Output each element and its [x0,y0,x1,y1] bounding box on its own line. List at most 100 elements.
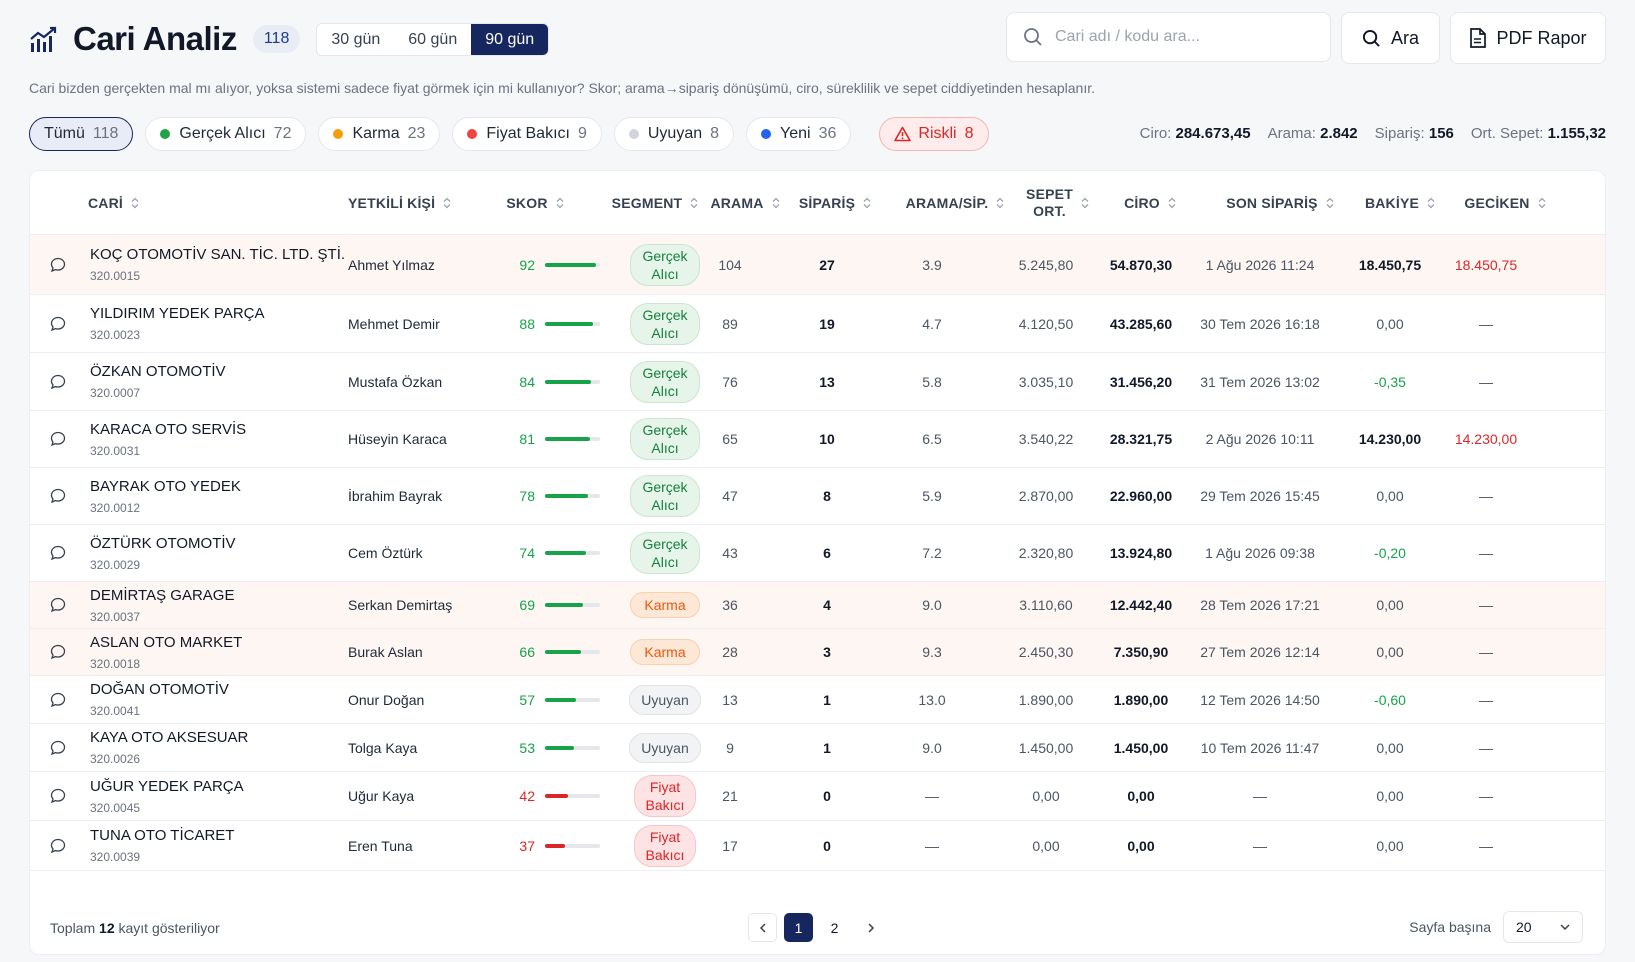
comment-icon[interactable] [50,488,66,504]
avg-basket: 1.450,00 [1018,739,1074,756]
table-row[interactable]: DEMİRTAŞ GARAGE 320.0037 Serkan Demirtaş 69… [30,582,1605,629]
contact-person: Onur Doğan [348,691,425,708]
sort-icon [690,197,698,209]
avg-basket: 3.110,60 [1019,597,1073,613]
prev-page-button[interactable] [748,913,777,942]
cari-cell[interactable]: KOÇ OTOMOTİV SAN. TİC. LTD. ŞTİ. 320.0015 [90,235,345,294]
col-siparis[interactable]: SİPARİŞ [780,171,890,235]
filter-count: 9 [577,125,587,142]
table-row[interactable]: ÖZKAN OTOMOTİV 320.0007 Mustafa Özkan 84 Ger… [30,353,1605,411]
score-value: 88 [519,315,535,332]
col-son-siparis[interactable]: SON SİPARİŞ [1200,171,1360,235]
cari-cell[interactable]: ÖZKAN OTOMOTİV 320.0007 [90,353,226,410]
comment-cell [50,411,70,467]
avg-basket: 2.320,80 [1018,545,1074,561]
comment-cell [50,676,70,723]
col-bakiye[interactable]: BAKİYE [1340,171,1460,235]
table-row[interactable]: KOÇ OTOMOTİV SAN. TİC. LTD. ŞTİ. 320.0015… [30,235,1605,295]
table-row[interactable]: KAYA OTO AKSESUAR 320.0026 Tolga Kaya 53 Uyu… [30,724,1605,772]
comment-icon[interactable] [50,644,66,660]
comment-icon[interactable] [50,257,66,273]
col-cari[interactable]: CARİ [88,171,208,235]
pagination: 1 2 [748,913,892,942]
segment-cell: Gerçek Alıcı [620,295,710,352]
table-row[interactable]: DOĞAN OTOMOTİV 320.0041 Onur Doğan 57 Uyuyan… [30,676,1605,724]
search-button-label: Ara [1390,27,1419,48]
col-segment[interactable]: SEGMENT [590,171,720,235]
order-count: 13 [819,373,835,390]
comment-icon[interactable] [50,597,66,613]
cari-cell[interactable]: DEMİRTAŞ GARAGE 320.0037 [90,582,234,628]
sort-icon [1427,197,1435,209]
range-30-days[interactable]: 30 gün [331,30,381,48]
table-row[interactable]: BAYRAK OTO YEDEK 320.0012 İbrahim Bayrak 78… [30,468,1605,525]
col-yetkili[interactable]: YETKİLİ KİŞİ [348,171,488,235]
filter-price-checker[interactable]: Fiyat Bakıcı 9 [452,117,602,151]
cari-cell[interactable]: ASLAN OTO MARKET 320.0018 [90,629,242,675]
filter-risky[interactable]: Riskli 8 [879,117,989,151]
page-2-button[interactable]: 2 [820,913,849,942]
segment-badge: Gerçek Alıcı [630,532,700,574]
cari-cell[interactable]: DOĞAN OTOMOTİV 320.0041 [90,676,229,723]
cari-cell[interactable]: YILDIRIM YEDEK PARÇA 320.0023 [90,295,265,352]
cari-cell[interactable]: BAYRAK OTO YEDEK 320.0012 [90,468,241,524]
range-90-days[interactable]: 90 gün [471,23,549,55]
table-row[interactable]: TUNA OTO TİCARET 320.0039 Eren Tuna 37 Fiyat… [30,821,1605,871]
col-ciro[interactable]: CİRO [1090,171,1210,235]
date-range-toggle: 30 gün 60 gün 90 gün [316,22,550,56]
per-page-select[interactable]: 20 [1503,911,1583,943]
cari-name: YILDIRIM YEDEK PARÇA [90,305,265,322]
range-60-days[interactable]: 60 gün [408,30,458,48]
score-bar-fill [545,262,596,267]
next-page-button[interactable] [856,913,885,942]
cari-cell[interactable]: TUNA OTO TİCARET 320.0039 [90,821,234,870]
filter-new[interactable]: Yeni 36 [746,117,852,151]
col-skor[interactable]: SKOR [480,171,590,235]
segment-badge: Gerçek Alıcı [630,360,700,403]
comment-icon[interactable] [50,838,66,854]
search-button[interactable]: Ara [1341,12,1440,64]
filter-label: Yeni [780,125,811,142]
last-order-date: 29 Tem 2026 15:45 [1200,488,1320,504]
filter-dormant[interactable]: Uyuyan 8 [613,117,735,151]
comment-icon[interactable] [50,740,66,756]
filter-all[interactable]: Tümü 118 [29,117,134,151]
cari-cell[interactable]: KAYA OTO AKSESUAR 320.0026 [90,724,248,771]
table-row[interactable]: ASLAN OTO MARKET 320.0018 Burak Aslan 66 Kar… [30,629,1605,676]
filter-label: Karma [352,125,400,142]
overdue: 18.450,75 [1454,256,1518,273]
col-sepet[interactable]: SEPET ORT. [1000,171,1115,235]
comment-icon[interactable] [50,788,66,804]
pdf-report-button[interactable]: PDF Rapor [1450,12,1606,64]
avg-basket: 3.035,10 [1018,373,1074,390]
col-arama[interactable]: ARAMA [690,171,800,235]
overdue: — [1479,837,1493,854]
comment-icon[interactable] [50,692,66,708]
table-row[interactable]: KARACA OTO SERVİS 320.0031 Hüseyin Karaca 8… [30,411,1605,468]
balance: 18.450,75 [1358,256,1422,273]
col-geciken[interactable]: GECİKEN [1445,171,1565,235]
page-1-button[interactable]: 1 [784,913,813,942]
comment-icon[interactable] [50,545,66,561]
last-order-date: — [1253,837,1267,854]
score-cell: 81 [505,411,615,467]
cari-cell[interactable]: ÖZTÜRK OTOMOTİV 320.0029 [90,525,236,581]
balance: -0,35 [1374,373,1406,390]
table-row[interactable]: UĞUR YEDEK PARÇA 320.0045 Uğur Kaya 42 Fiyat… [30,772,1605,821]
filter-real-buyer[interactable]: Gerçek Alıcı 72 [145,117,307,151]
search-input[interactable] [1055,28,1305,46]
cari-cell[interactable]: KARACA OTO SERVİS 320.0031 [90,411,246,467]
comment-icon[interactable] [50,431,66,447]
revenue: 43.285,60 [1109,315,1173,332]
table-row[interactable]: ÖZTÜRK OTOMOTİV 320.0029 Cem Öztürk 74 Gerçe… [30,525,1605,582]
cari-cell[interactable]: UĞUR YEDEK PARÇA 320.0045 [90,772,244,820]
cari-code: 320.0029 [90,557,141,572]
table-row[interactable]: YILDIRIM YEDEK PARÇA 320.0023 Mehmet Demir… [30,295,1605,353]
score-bar [545,650,600,654]
col-arama-siparis[interactable]: ARAMA/SİP. [880,171,1030,235]
comment-icon[interactable] [50,316,66,332]
comment-icon[interactable] [50,374,66,390]
stat-orders: Sipariş: 156 [1374,125,1454,142]
filter-mixed[interactable]: Karma 23 [318,117,441,151]
cari-code: 320.0039 [90,850,141,864]
